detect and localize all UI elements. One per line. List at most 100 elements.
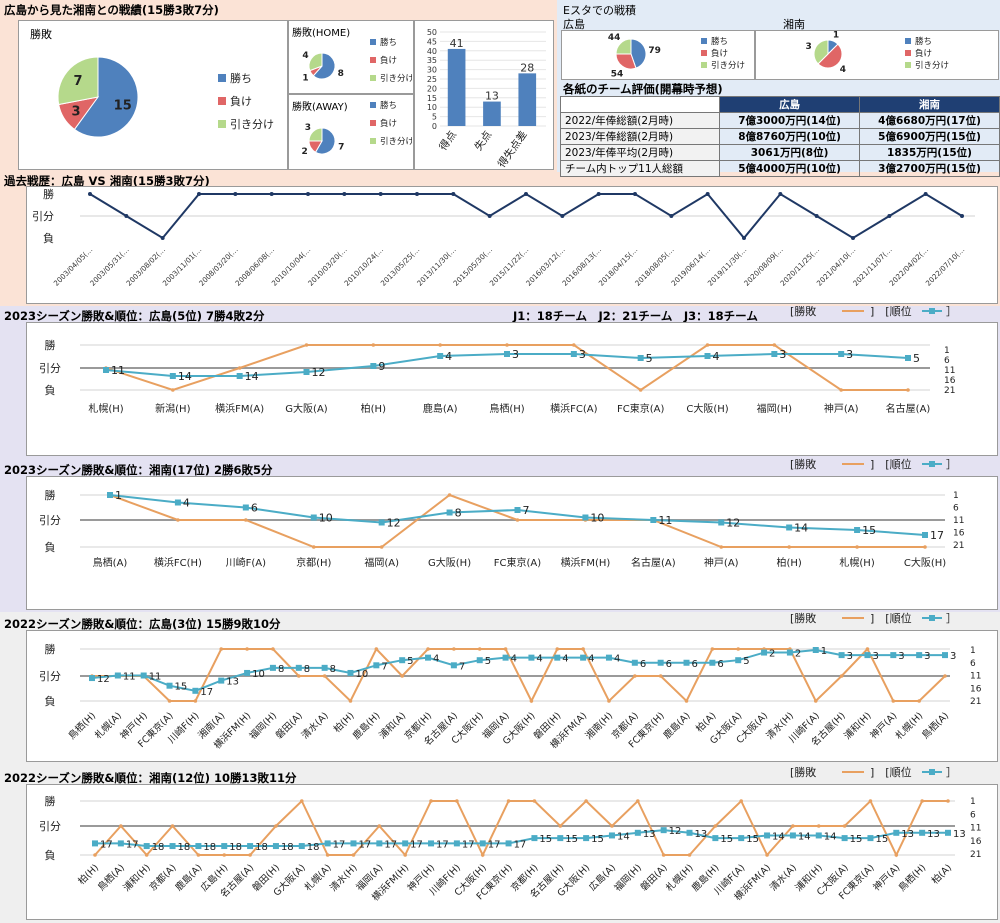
result-point (325, 853, 330, 857)
rank-tick-label: 1 (970, 646, 976, 656)
rank-point (683, 659, 690, 666)
home-pie-title: 勝敗(HOME) (292, 28, 351, 39)
rank-point (893, 829, 900, 836)
rank-point (764, 832, 771, 839)
result-point (244, 518, 248, 522)
x-tick-label: C大阪(H) (686, 402, 728, 415)
rank-value-label: 14 (772, 831, 785, 842)
rank-point (637, 355, 644, 361)
rank-point (704, 353, 711, 359)
rank-point (303, 369, 310, 375)
result-point (447, 493, 452, 497)
rank-value-label: 17 (200, 687, 213, 698)
rank-value-label: 2 (769, 649, 775, 660)
rank-value-label: 4 (713, 350, 720, 363)
y-level-label: 引分 (39, 669, 61, 683)
rank-value-label: 18 (281, 842, 294, 853)
x-tick-label: 鳥栖(H) (489, 402, 524, 415)
bar-value-label: 41 (450, 37, 464, 50)
rank-value-label: 4 (433, 654, 439, 665)
rank-value-label: 15 (720, 834, 733, 845)
pie-value-label: 4 (302, 51, 308, 61)
pie-slice-1 (615, 53, 637, 70)
x-tick-label: 京都(H) (296, 556, 331, 569)
pie-value-label: 3 (805, 42, 811, 52)
result-point (772, 343, 777, 347)
rank-point (531, 835, 538, 842)
eval-header-hiroshima: 広島 (719, 96, 861, 113)
rank-value-label: 14 (824, 831, 837, 842)
rank-value-label: 6 (692, 659, 698, 670)
x-tick-label: 札幌(H) (663, 862, 695, 894)
y-tick-label: 50 (427, 28, 437, 37)
bar (483, 101, 501, 126)
rank-value-label: 3 (579, 348, 586, 361)
x-tick-label: 浦和(H) (121, 862, 153, 894)
league-note: J1：18チーム J2：21チーム J3：18チーム (513, 309, 758, 323)
rank-value-label: 18 (255, 842, 268, 853)
legend-label: 引き分け (711, 61, 745, 71)
y-level-label: 勝 (45, 338, 56, 352)
y-tick-label: 10 (427, 103, 437, 112)
rank-value-label: 4 (183, 497, 190, 510)
result-point (946, 799, 950, 803)
shonan2022-box (26, 784, 998, 920)
result-point (839, 674, 844, 678)
rank-value-label: 11 (658, 514, 672, 527)
x-tick-label: 浦和(H) (841, 710, 873, 742)
rank-value-label: 3 (950, 651, 956, 662)
result-point (505, 343, 509, 347)
summary-title: 広島から見た湘南との戦績(15勝3敗7分) (4, 3, 219, 17)
x-tick-label: FC東京(A) (494, 556, 541, 569)
result-point (311, 545, 316, 549)
rank-point (244, 669, 251, 676)
rank-point (370, 363, 377, 369)
result-point (572, 343, 576, 347)
legend-label: 負け (711, 48, 728, 59)
x-tick-label: 鳥栖(A) (93, 556, 128, 569)
result-point (713, 824, 718, 828)
eval-hiroshima-value: 7億3000万円(14位) (719, 112, 861, 129)
history-title: 過去戦歴：広島 VS 湘南(15勝3敗7分) (4, 174, 210, 188)
legend-rank-marker (929, 308, 935, 314)
result-point (426, 647, 430, 651)
rank-point (169, 843, 176, 850)
legend-swatch (218, 97, 226, 105)
eval-table: 広島 湘南 2022/年俸総額(2月時) 7億3000万円(14位) 4億668… (559, 96, 1000, 177)
result-point (736, 647, 741, 651)
rank-point (437, 353, 444, 359)
result-point (477, 647, 482, 651)
result-point (887, 214, 892, 218)
result-point (515, 518, 520, 522)
rank-value-label: 9 (378, 360, 385, 373)
result-point (891, 699, 896, 703)
rank-point (867, 835, 874, 842)
result-point (923, 545, 927, 549)
result-point (304, 343, 309, 347)
rank-point (295, 664, 302, 671)
hiro2022-title: 2022シーズン勝敗&順位：広島(3位) 15勝9敗10分 (4, 617, 281, 631)
rank-point (786, 649, 793, 656)
result-point (237, 366, 242, 370)
result-point (584, 799, 588, 803)
result-point (633, 674, 637, 678)
rank-point (298, 843, 305, 850)
x-tick-label: 柏(A) (929, 862, 954, 887)
rank-tick-label: 16 (953, 529, 965, 539)
rank-tick-label: 6 (970, 810, 976, 820)
rank-point (712, 835, 719, 842)
legend-label: 引き分け (915, 61, 949, 71)
rank-point (321, 664, 328, 671)
rank-value-label: 17 (436, 839, 449, 850)
bar (518, 73, 537, 126)
x-tick-label: 柏(H) (777, 556, 802, 569)
rank-point (838, 652, 845, 659)
rank-point (218, 677, 225, 684)
eval-shonan-value: 4億6680万円(17位) (859, 112, 1000, 129)
result-line (92, 647, 946, 704)
y-level-label: 引分 (39, 819, 61, 833)
result-point (851, 236, 855, 240)
pie-slice-1 (817, 43, 843, 69)
